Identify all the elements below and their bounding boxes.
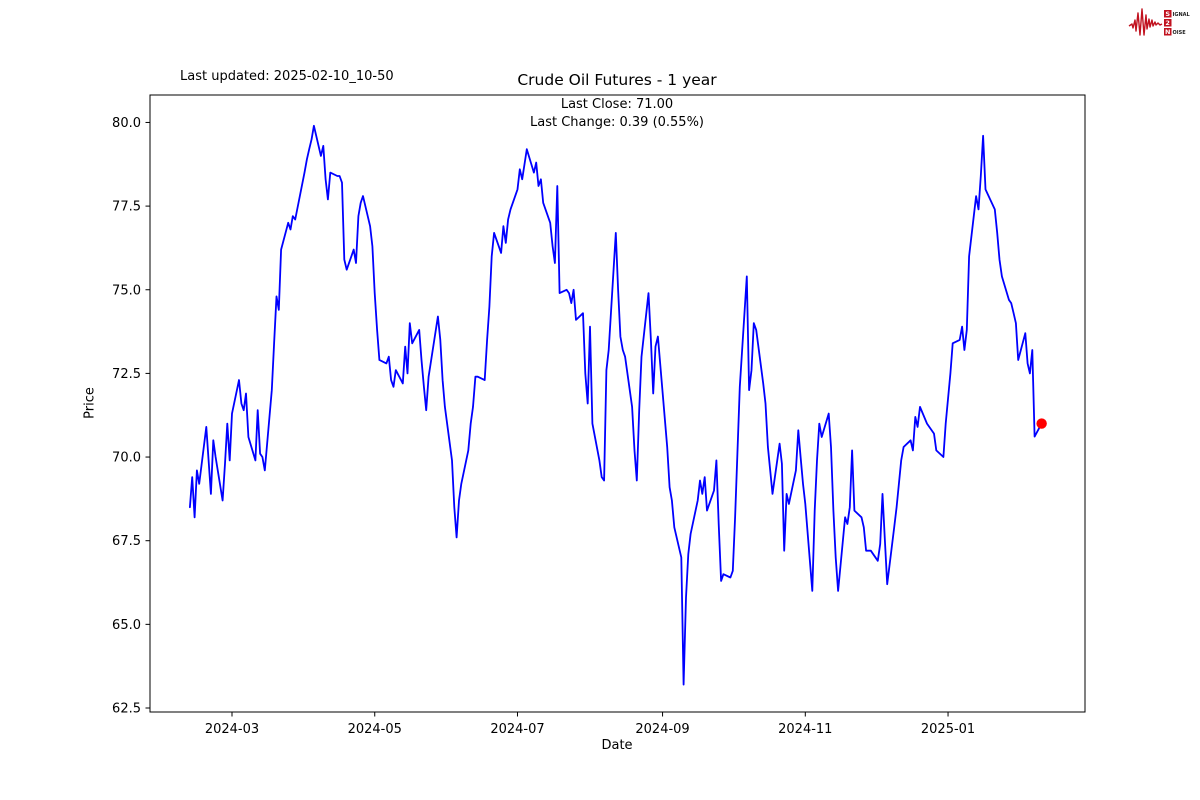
y-tick-label: 62.5 [112,702,141,717]
x-tick-label: 2024-05 [348,722,402,737]
svg-text:2: 2 [1165,19,1170,27]
x-tick-label: 2024-09 [635,722,689,737]
y-tick-label: 70.0 [112,451,141,466]
y-tick-label: 65.0 [112,618,141,633]
last-close-annotation: Last Close: 71.00 [560,97,674,112]
y-tick-label: 75.0 [112,283,141,298]
last-close-marker [1036,418,1047,429]
x-axis-label: Date [601,738,633,753]
y-tick-label: 67.5 [112,534,141,549]
x-tick-label: 2025-01 [921,722,975,737]
x-tick-label: 2024-03 [205,722,259,737]
x-tick-label: 2024-07 [490,722,544,737]
x-tick-label: 2024-11 [778,722,832,737]
last-change-annotation: Last Change: 0.39 (0.55%) [529,115,705,130]
last-updated-text: Last updated: 2025-02-10_10-50 [180,69,394,84]
chart-title: Crude Oil Futures - 1 year [517,71,717,89]
y-tick-label: 77.5 [112,200,141,215]
svg-text:OISE: OISE [1173,30,1187,36]
svg-text:S: S [1165,10,1170,18]
price-line [188,124,1043,686]
y-tick-label: 72.5 [112,367,141,382]
signal2noise-logo: S IGNAL 2 N OISE [1128,8,1191,36]
logo-waveform-icon [1128,8,1163,36]
plot-border [149,94,1086,713]
logo-text: S IGNAL 2 N OISE [1164,10,1191,36]
svg-text:IGNAL: IGNAL [1173,12,1191,18]
y-tick-label: 80.0 [112,116,141,131]
svg-text:N: N [1165,28,1170,36]
